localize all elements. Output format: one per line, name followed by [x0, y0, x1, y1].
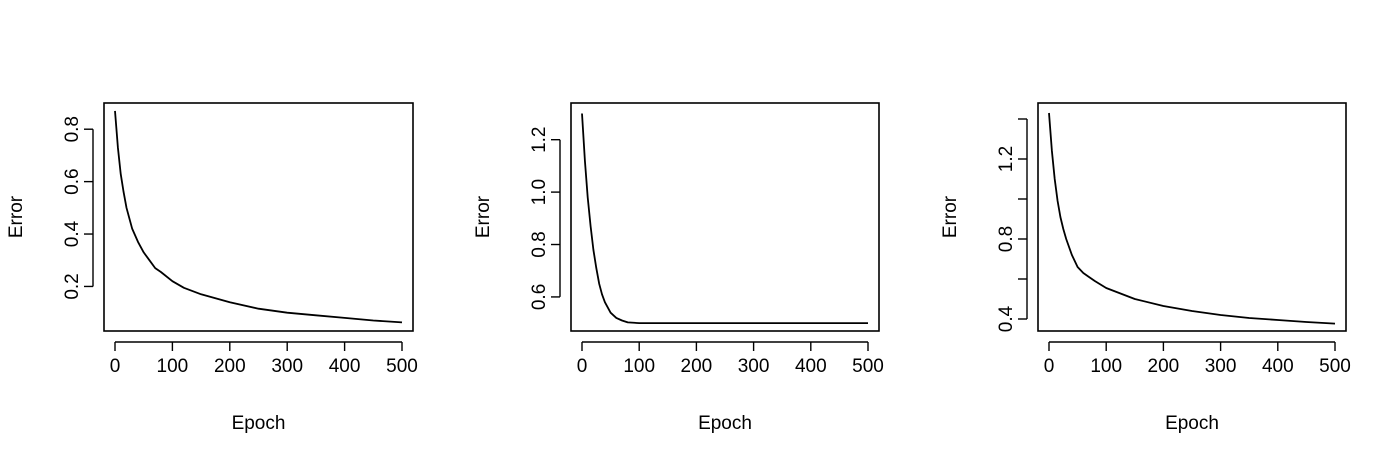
- y-tick-label: 0.2: [62, 273, 83, 299]
- x-tick-label: 0: [110, 356, 121, 377]
- x-tick-label: 500: [852, 356, 884, 377]
- y-tick-label: 1.2: [996, 146, 1017, 172]
- x-tick-label: 300: [1205, 356, 1237, 377]
- y-axis-title: Error: [6, 195, 27, 238]
- series-line: [1048, 112, 1336, 325]
- y-tick-label: 0.6: [62, 168, 83, 194]
- x-tick-label: 300: [738, 356, 770, 377]
- series-line: [581, 113, 868, 325]
- series-line: [114, 110, 403, 324]
- y-tick-label: 1.0: [529, 179, 550, 205]
- x-tick-label: 200: [681, 356, 713, 377]
- y-axis-title: Error: [473, 195, 494, 238]
- x-tick-label: 100: [1090, 356, 1122, 377]
- y-tick-label: 0.4: [62, 220, 83, 247]
- x-tick-label: 400: [795, 356, 827, 377]
- plot-frame: [570, 102, 880, 332]
- y-tick-label: 0.6: [529, 284, 550, 310]
- x-tick-label: 500: [386, 356, 418, 377]
- chart-panel-3: 0 100 200 300 400 500 0.4 0.8 1.2 Epoch Error: [940, 102, 1351, 434]
- x-tick-label: 200: [214, 356, 246, 377]
- plot-frame: [1037, 102, 1347, 332]
- x-tick-label: 100: [623, 356, 655, 377]
- x-tick-label: 400: [329, 356, 361, 377]
- x-tick-label: 500: [1319, 356, 1351, 377]
- x-tick-label: 0: [577, 356, 588, 377]
- y-tick-label: 1.2: [529, 126, 550, 152]
- x-axis-title: Epoch: [232, 413, 286, 434]
- y-tick-label: 0.4: [996, 305, 1017, 332]
- x-axis-title: Epoch: [1165, 413, 1219, 434]
- y-tick-label: 0.8: [529, 231, 550, 257]
- y-tick-label: 0.8: [62, 116, 83, 142]
- chart-panel-1: 0 100 200 300 400 500 0.2 0.4 0.6 0.8 Epoch Error: [6, 102, 418, 434]
- x-tick-label: 0: [1044, 356, 1055, 377]
- y-tick-label: 0.8: [996, 226, 1017, 252]
- plot-frame: [103, 102, 414, 332]
- x-tick-label: 100: [157, 356, 189, 377]
- x-tick-label: 300: [271, 356, 303, 377]
- y-axis-title: Error: [940, 195, 961, 238]
- x-tick-label: 200: [1148, 356, 1180, 377]
- x-tick-label: 400: [1262, 356, 1294, 377]
- x-axis-title: Epoch: [698, 413, 752, 434]
- chart-panel-2: 0 100 200 300 400 500 0.6 0.8 1.0 1.2 Epoch Error: [473, 102, 884, 434]
